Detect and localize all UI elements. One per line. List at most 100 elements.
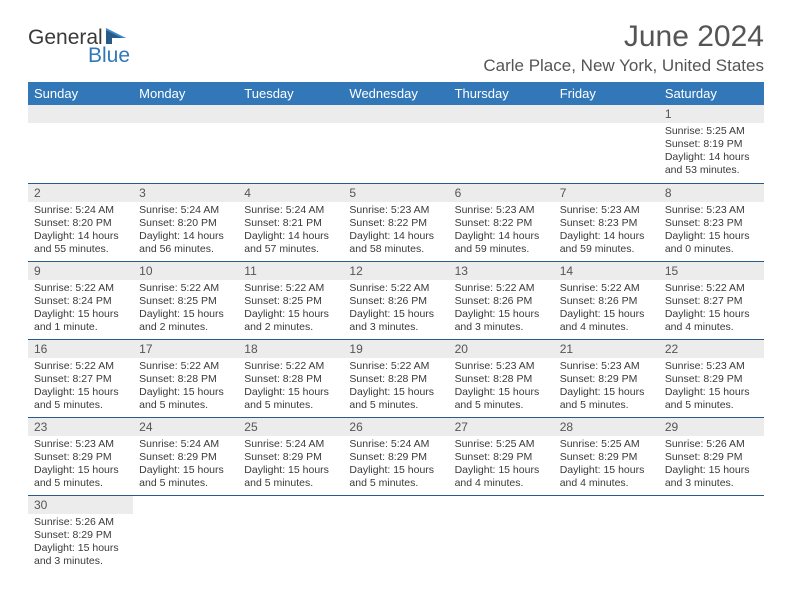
- sunset-text: Sunset: 8:28 PM: [139, 373, 232, 386]
- daylight-text: Daylight: 15 hours and 5 minutes.: [139, 464, 232, 490]
- day-details: Sunrise: 5:22 AMSunset: 8:27 PMDaylight:…: [659, 280, 764, 339]
- sunrise-text: Sunrise: 5:22 AM: [665, 282, 758, 295]
- calendar-cell: 11Sunrise: 5:22 AMSunset: 8:25 PMDayligh…: [238, 261, 343, 339]
- month-title: June 2024: [483, 20, 764, 54]
- calendar-cell: [133, 105, 238, 183]
- day-details: Sunrise: 5:24 AMSunset: 8:20 PMDaylight:…: [133, 202, 238, 261]
- sunset-text: Sunset: 8:20 PM: [34, 217, 127, 230]
- day-number: 28: [554, 418, 659, 436]
- sunset-text: Sunset: 8:28 PM: [244, 373, 337, 386]
- sunset-text: Sunset: 8:29 PM: [560, 373, 653, 386]
- daylight-text: Daylight: 14 hours and 58 minutes.: [349, 230, 442, 256]
- day-number: 18: [238, 340, 343, 358]
- day-number: 13: [449, 262, 554, 280]
- sunrise-text: Sunrise: 5:23 AM: [665, 204, 758, 217]
- day-number: 2: [28, 184, 133, 202]
- sunset-text: Sunset: 8:29 PM: [665, 373, 758, 386]
- day-number: 29: [659, 418, 764, 436]
- day-number: 20: [449, 340, 554, 358]
- day-details: Sunrise: 5:24 AMSunset: 8:20 PMDaylight:…: [28, 202, 133, 261]
- calendar-page: General Blue June 2024 Carle Place, New …: [0, 0, 792, 573]
- calendar-week-row: 9Sunrise: 5:22 AMSunset: 8:24 PMDaylight…: [28, 261, 764, 339]
- sunset-text: Sunset: 8:28 PM: [349, 373, 442, 386]
- sunset-text: Sunset: 8:19 PM: [665, 138, 758, 151]
- calendar-cell: 2Sunrise: 5:24 AMSunset: 8:20 PMDaylight…: [28, 183, 133, 261]
- daylight-text: Daylight: 15 hours and 1 minute.: [34, 308, 127, 334]
- sunset-text: Sunset: 8:21 PM: [244, 217, 337, 230]
- day-details: Sunrise: 5:24 AMSunset: 8:29 PMDaylight:…: [343, 436, 448, 495]
- calendar-cell: [28, 105, 133, 183]
- daylight-text: Daylight: 14 hours and 56 minutes.: [139, 230, 232, 256]
- sunrise-text: Sunrise: 5:25 AM: [455, 438, 548, 451]
- calendar-week-row: 1Sunrise: 5:25 AMSunset: 8:19 PMDaylight…: [28, 105, 764, 183]
- calendar-cell: [449, 495, 554, 573]
- calendar-cell: 5Sunrise: 5:23 AMSunset: 8:22 PMDaylight…: [343, 183, 448, 261]
- daylight-text: Daylight: 14 hours and 59 minutes.: [560, 230, 653, 256]
- day-number: 11: [238, 262, 343, 280]
- calendar-cell: 20Sunrise: 5:23 AMSunset: 8:28 PMDayligh…: [449, 339, 554, 417]
- day-number: 24: [133, 418, 238, 436]
- calendar-cell: [133, 495, 238, 573]
- sunset-text: Sunset: 8:27 PM: [665, 295, 758, 308]
- calendar-cell: 3Sunrise: 5:24 AMSunset: 8:20 PMDaylight…: [133, 183, 238, 261]
- sunrise-text: Sunrise: 5:22 AM: [34, 360, 127, 373]
- day-number: 6: [449, 184, 554, 202]
- sunrise-text: Sunrise: 5:23 AM: [560, 360, 653, 373]
- sunrise-text: Sunrise: 5:23 AM: [349, 204, 442, 217]
- day-details: Sunrise: 5:23 AMSunset: 8:29 PMDaylight:…: [554, 358, 659, 417]
- day-details: Sunrise: 5:22 AMSunset: 8:28 PMDaylight:…: [343, 358, 448, 417]
- calendar-cell: 29Sunrise: 5:26 AMSunset: 8:29 PMDayligh…: [659, 417, 764, 495]
- calendar-cell: 22Sunrise: 5:23 AMSunset: 8:29 PMDayligh…: [659, 339, 764, 417]
- daylight-text: Daylight: 15 hours and 0 minutes.: [665, 230, 758, 256]
- sunrise-text: Sunrise: 5:23 AM: [34, 438, 127, 451]
- daylight-text: Daylight: 15 hours and 3 minutes.: [455, 308, 548, 334]
- day-number: 17: [133, 340, 238, 358]
- sunset-text: Sunset: 8:23 PM: [560, 217, 653, 230]
- day-details: Sunrise: 5:24 AMSunset: 8:21 PMDaylight:…: [238, 202, 343, 261]
- day-number: 25: [238, 418, 343, 436]
- day-details: Sunrise: 5:22 AMSunset: 8:26 PMDaylight:…: [449, 280, 554, 339]
- day-number: 30: [28, 496, 133, 514]
- sunset-text: Sunset: 8:25 PM: [139, 295, 232, 308]
- calendar-cell: 8Sunrise: 5:23 AMSunset: 8:23 PMDaylight…: [659, 183, 764, 261]
- calendar-cell: 15Sunrise: 5:22 AMSunset: 8:27 PMDayligh…: [659, 261, 764, 339]
- day-details: Sunrise: 5:22 AMSunset: 8:28 PMDaylight:…: [133, 358, 238, 417]
- sunrise-text: Sunrise: 5:22 AM: [349, 360, 442, 373]
- day-details: Sunrise: 5:23 AMSunset: 8:22 PMDaylight:…: [343, 202, 448, 261]
- calendar-cell: 24Sunrise: 5:24 AMSunset: 8:29 PMDayligh…: [133, 417, 238, 495]
- sunrise-text: Sunrise: 5:24 AM: [349, 438, 442, 451]
- calendar-cell: 9Sunrise: 5:22 AMSunset: 8:24 PMDaylight…: [28, 261, 133, 339]
- sunset-text: Sunset: 8:29 PM: [244, 451, 337, 464]
- day-number: 23: [28, 418, 133, 436]
- sunrise-text: Sunrise: 5:23 AM: [665, 360, 758, 373]
- calendar-cell: 26Sunrise: 5:24 AMSunset: 8:29 PMDayligh…: [343, 417, 448, 495]
- calendar-cell: [554, 105, 659, 183]
- day-number: 16: [28, 340, 133, 358]
- day-details: Sunrise: 5:22 AMSunset: 8:26 PMDaylight:…: [343, 280, 448, 339]
- sunset-text: Sunset: 8:25 PM: [244, 295, 337, 308]
- logo-text-2: Blue: [88, 44, 130, 68]
- daylight-text: Daylight: 15 hours and 3 minutes.: [665, 464, 758, 490]
- sunrise-text: Sunrise: 5:26 AM: [34, 516, 127, 529]
- calendar-cell: 27Sunrise: 5:25 AMSunset: 8:29 PMDayligh…: [449, 417, 554, 495]
- day-details: Sunrise: 5:23 AMSunset: 8:29 PMDaylight:…: [659, 358, 764, 417]
- calendar-cell: 1Sunrise: 5:25 AMSunset: 8:19 PMDaylight…: [659, 105, 764, 183]
- calendar-cell: 7Sunrise: 5:23 AMSunset: 8:23 PMDaylight…: [554, 183, 659, 261]
- sunrise-text: Sunrise: 5:22 AM: [244, 282, 337, 295]
- sunrise-text: Sunrise: 5:24 AM: [244, 438, 337, 451]
- day-number: 8: [659, 184, 764, 202]
- daylight-text: Daylight: 14 hours and 59 minutes.: [455, 230, 548, 256]
- sunset-text: Sunset: 8:26 PM: [349, 295, 442, 308]
- day-details: Sunrise: 5:25 AMSunset: 8:29 PMDaylight:…: [449, 436, 554, 495]
- calendar-cell: [449, 105, 554, 183]
- calendar-week-row: 2Sunrise: 5:24 AMSunset: 8:20 PMDaylight…: [28, 183, 764, 261]
- sunset-text: Sunset: 8:26 PM: [560, 295, 653, 308]
- day-number: 5: [343, 184, 448, 202]
- calendar-cell: 28Sunrise: 5:25 AMSunset: 8:29 PMDayligh…: [554, 417, 659, 495]
- daylight-text: Daylight: 15 hours and 5 minutes.: [139, 386, 232, 412]
- day-number: 10: [133, 262, 238, 280]
- daylight-text: Daylight: 14 hours and 53 minutes.: [665, 151, 758, 177]
- day-header: Thursday: [449, 82, 554, 105]
- calendar-header-row: SundayMondayTuesdayWednesdayThursdayFrid…: [28, 82, 764, 105]
- calendar-cell: 6Sunrise: 5:23 AMSunset: 8:22 PMDaylight…: [449, 183, 554, 261]
